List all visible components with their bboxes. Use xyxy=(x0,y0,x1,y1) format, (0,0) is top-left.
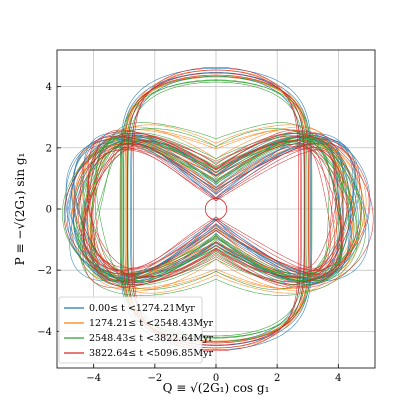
orbit-curve xyxy=(91,137,362,281)
orbit-curve xyxy=(73,132,344,286)
orbit-curve xyxy=(95,128,350,290)
x-axis-ticks: −4 −2 0 2 4 xyxy=(86,364,341,384)
legend-label: 2548.43≤ t <3822.64Myr xyxy=(89,333,213,344)
orbit-curve xyxy=(87,148,339,270)
y-axis-label: P ≡ −√(2G₁) sin g₁ xyxy=(13,153,27,266)
orbit-curve xyxy=(74,149,335,269)
y-tick-label: −4 xyxy=(37,327,52,338)
y-tick-label: 4 xyxy=(46,82,52,93)
orbit-cap-upper xyxy=(121,76,311,210)
orbit-cap-upper xyxy=(127,81,305,210)
orbit-curve xyxy=(82,147,343,271)
y-tick-label: −2 xyxy=(37,266,52,277)
x-tick-label: 4 xyxy=(335,373,341,384)
orbit-cap-upper xyxy=(126,72,306,210)
orbit-curve xyxy=(77,146,344,272)
orbit-curve xyxy=(90,143,349,275)
orbit-curve xyxy=(91,145,341,273)
x-tick-label: 2 xyxy=(274,373,280,384)
orbit-curve xyxy=(65,138,356,280)
orbit-cap-upper xyxy=(123,74,309,210)
orbit-curves xyxy=(62,66,374,352)
orbit-curve xyxy=(94,143,348,275)
legend-box xyxy=(58,296,203,364)
orbit-curve xyxy=(86,141,331,277)
orbit-cap-upper xyxy=(133,66,299,210)
x-tick-label: −2 xyxy=(147,373,162,384)
orbit-curve xyxy=(72,124,344,294)
legend-label: 0.00≤ t <1274.21Myr xyxy=(89,303,195,314)
y-tick-label: 2 xyxy=(46,143,52,154)
x-tick-label: 0 xyxy=(213,373,219,384)
orbit-curve xyxy=(73,142,355,276)
legend-label: 3822.64≤ t <5096.85Myr xyxy=(89,348,213,359)
orbit-cap-upper xyxy=(123,76,309,210)
orbit-curve xyxy=(80,131,363,287)
legend: 0.00≤ t <1274.21Myr 1274.21≤ t <2548.43My… xyxy=(58,296,213,364)
orbit-curve xyxy=(79,122,366,296)
orbit-curve xyxy=(88,135,370,283)
orbit-curve xyxy=(70,135,344,283)
center-loop xyxy=(204,197,228,221)
orbit-curve xyxy=(83,135,352,283)
y-axis-ticks: −4 −2 0 2 4 xyxy=(37,82,61,338)
orbit-curve xyxy=(82,129,374,289)
orbit-curve xyxy=(83,137,359,281)
orbit-cap-upper xyxy=(124,79,308,210)
orbit-curve xyxy=(71,126,355,292)
x-tick-label: −4 xyxy=(86,373,101,384)
orbit-cap-upper xyxy=(119,68,313,210)
y-tick-label: 0 xyxy=(46,205,52,216)
orbit-curve xyxy=(64,141,342,277)
legend-label: 1274.21≤ t <2548.43Myr xyxy=(89,318,213,329)
x-axis-label: Q ≡ √(2G₁) cos g₁ xyxy=(163,381,270,395)
central-circle xyxy=(204,197,228,221)
orbit-curve xyxy=(81,135,343,283)
